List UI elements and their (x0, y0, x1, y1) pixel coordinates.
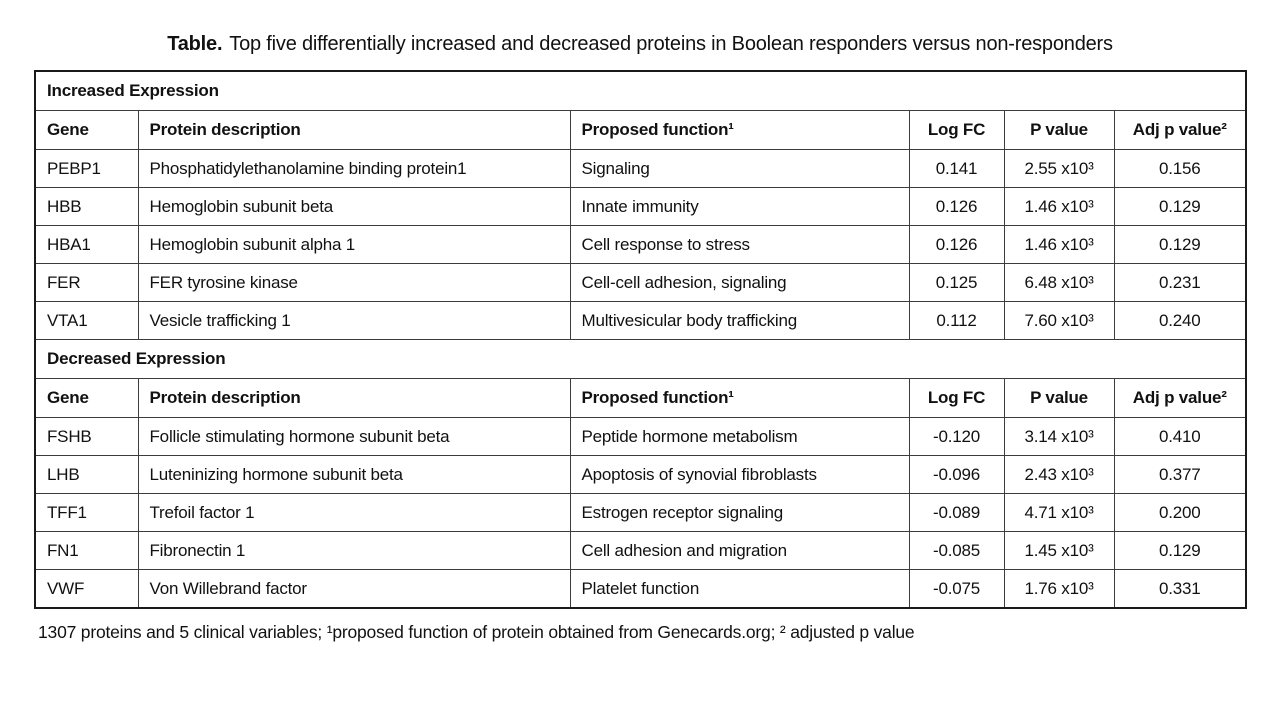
cell-pvalue: 1.76 x10³ (1003, 569, 1115, 609)
cell-logfc: 0.126 (908, 225, 1005, 264)
cell-logfc: 0.112 (908, 301, 1005, 340)
section-row-decreased: Decreased Expression (34, 339, 1247, 379)
cell-adj-pvalue: 0.377 (1113, 455, 1247, 494)
cell-description: Hemoglobin subunit alpha 1 (137, 225, 571, 264)
cell-logfc: 0.126 (908, 187, 1005, 226)
cell-pvalue: 6.48 x10³ (1003, 263, 1115, 302)
table-row-fer: FER FER tyrosine kinase Cell-cell adhesi… (34, 263, 1247, 302)
cell-adj-pvalue: 0.410 (1113, 417, 1247, 456)
cell-function: Innate immunity (569, 187, 910, 226)
column-header-gene: Gene (34, 110, 139, 150)
table-row-lhb: LHB Luteninizing hormone subunit beta Ap… (34, 455, 1247, 494)
cell-adj-pvalue: 0.231 (1113, 263, 1247, 302)
cell-pvalue: 1.45 x10³ (1003, 531, 1115, 570)
cell-description: Luteninizing hormone subunit beta (137, 455, 571, 494)
cell-gene: FSHB (34, 417, 139, 456)
cell-description: Hemoglobin subunit beta (137, 187, 571, 226)
cell-adj-pvalue: 0.156 (1113, 149, 1247, 188)
cell-gene: LHB (34, 455, 139, 494)
cell-pvalue: 7.60 x10³ (1003, 301, 1115, 340)
section-row-increased: Increased Expression (34, 70, 1247, 111)
cell-pvalue: 2.43 x10³ (1003, 455, 1115, 494)
cell-pvalue: 1.46 x10³ (1003, 187, 1115, 226)
cell-function: Cell adhesion and migration (569, 531, 910, 570)
table-row-fshb: FSHB Follicle stimulating hormone subuni… (34, 417, 1247, 456)
section-header-increased: Increased Expression (34, 70, 1247, 111)
cell-logfc: -0.120 (908, 417, 1005, 456)
cell-function: Signaling (569, 149, 910, 188)
column-header-adj-pvalue: Adj p value² (1113, 110, 1247, 150)
cell-gene: PEBP1 (34, 149, 139, 188)
cell-logfc: -0.089 (908, 493, 1005, 532)
column-header-logfc: Log FC (908, 378, 1005, 418)
cell-adj-pvalue: 0.200 (1113, 493, 1247, 532)
cell-description: Fibronectin 1 (137, 531, 571, 570)
table-row-hbb: HBB Hemoglobin subunit beta Innate immun… (34, 187, 1247, 226)
cell-logfc: 0.141 (908, 149, 1005, 188)
cell-adj-pvalue: 0.129 (1113, 531, 1247, 570)
cell-gene: FER (34, 263, 139, 302)
cell-description: Von Willebrand factor (137, 569, 571, 609)
cell-logfc: -0.075 (908, 569, 1005, 609)
cell-gene: VTA1 (34, 301, 139, 340)
table-row-vwf: VWF Von Willebrand factor Platelet funct… (34, 569, 1247, 609)
cell-pvalue: 1.46 x10³ (1003, 225, 1115, 264)
cell-description: Trefoil factor 1 (137, 493, 571, 532)
cell-function: Cell-cell adhesion, signaling (569, 263, 910, 302)
cell-pvalue: 2.55 x10³ (1003, 149, 1115, 188)
table-row-pebp1: PEBP1 Phosphatidylethanolamine binding p… (34, 149, 1247, 188)
table-footnote: 1307 proteins and 5 clinical variables; … (38, 622, 915, 642)
cell-adj-pvalue: 0.240 (1113, 301, 1247, 340)
cell-logfc: -0.096 (908, 455, 1005, 494)
cell-gene: TFF1 (34, 493, 139, 532)
column-header-gene: Gene (34, 378, 139, 418)
cell-function: Peptide hormone metabolism (569, 417, 910, 456)
column-header-row-decreased: Gene Protein description Proposed functi… (34, 378, 1247, 418)
cell-gene: FN1 (34, 531, 139, 570)
column-header-logfc: Log FC (908, 110, 1005, 150)
column-header-function: Proposed function¹ (569, 110, 910, 150)
cell-description: Phosphatidylethanolamine binding protein… (137, 149, 571, 188)
column-header-pvalue: P value (1003, 110, 1115, 150)
column-header-row-increased: Gene Protein description Proposed functi… (34, 110, 1247, 150)
cell-pvalue: 3.14 x10³ (1003, 417, 1115, 456)
section-header-decreased: Decreased Expression (34, 339, 1247, 379)
column-header-description: Protein description (137, 110, 571, 150)
protein-table: Increased Expression Gene Protein descri… (34, 70, 1248, 609)
column-header-function: Proposed function¹ (569, 378, 910, 418)
column-header-pvalue: P value (1003, 378, 1115, 418)
cell-description: Follicle stimulating hormone subunit bet… (137, 417, 571, 456)
cell-function: Platelet function (569, 569, 910, 609)
cell-adj-pvalue: 0.129 (1113, 225, 1247, 264)
table-row-hba1: HBA1 Hemoglobin subunit alpha 1 Cell res… (34, 225, 1247, 264)
cell-description: FER tyrosine kinase (137, 263, 571, 302)
cell-function: Estrogen receptor signaling (569, 493, 910, 532)
cell-adj-pvalue: 0.331 (1113, 569, 1247, 609)
column-header-adj-pvalue: Adj p value² (1113, 378, 1247, 418)
table-title-text: Top five differentially increased and de… (229, 33, 1113, 55)
cell-function: Multivesicular body trafficking (569, 301, 910, 340)
cell-pvalue: 4.71 x10³ (1003, 493, 1115, 532)
table-row-vta1: VTA1 Vesicle trafficking 1 Multivesicula… (34, 301, 1247, 340)
table-title-label: Table. (167, 33, 223, 55)
column-header-description: Protein description (137, 378, 571, 418)
cell-gene: HBB (34, 187, 139, 226)
cell-logfc: 0.125 (908, 263, 1005, 302)
cell-function: Apoptosis of synovial fibroblasts (569, 455, 910, 494)
cell-gene: VWF (34, 569, 139, 609)
table-row-tff1: TFF1 Trefoil factor 1 Estrogen receptor … (34, 493, 1247, 532)
cell-description: Vesicle trafficking 1 (137, 301, 571, 340)
cell-function: Cell response to stress (569, 225, 910, 264)
cell-gene: HBA1 (34, 225, 139, 264)
table-title: Table. Top five differentially increased … (0, 33, 1280, 56)
cell-logfc: -0.085 (908, 531, 1005, 570)
table-row-fn1: FN1 Fibronectin 1 Cell adhesion and migr… (34, 531, 1247, 570)
cell-adj-pvalue: 0.129 (1113, 187, 1247, 226)
